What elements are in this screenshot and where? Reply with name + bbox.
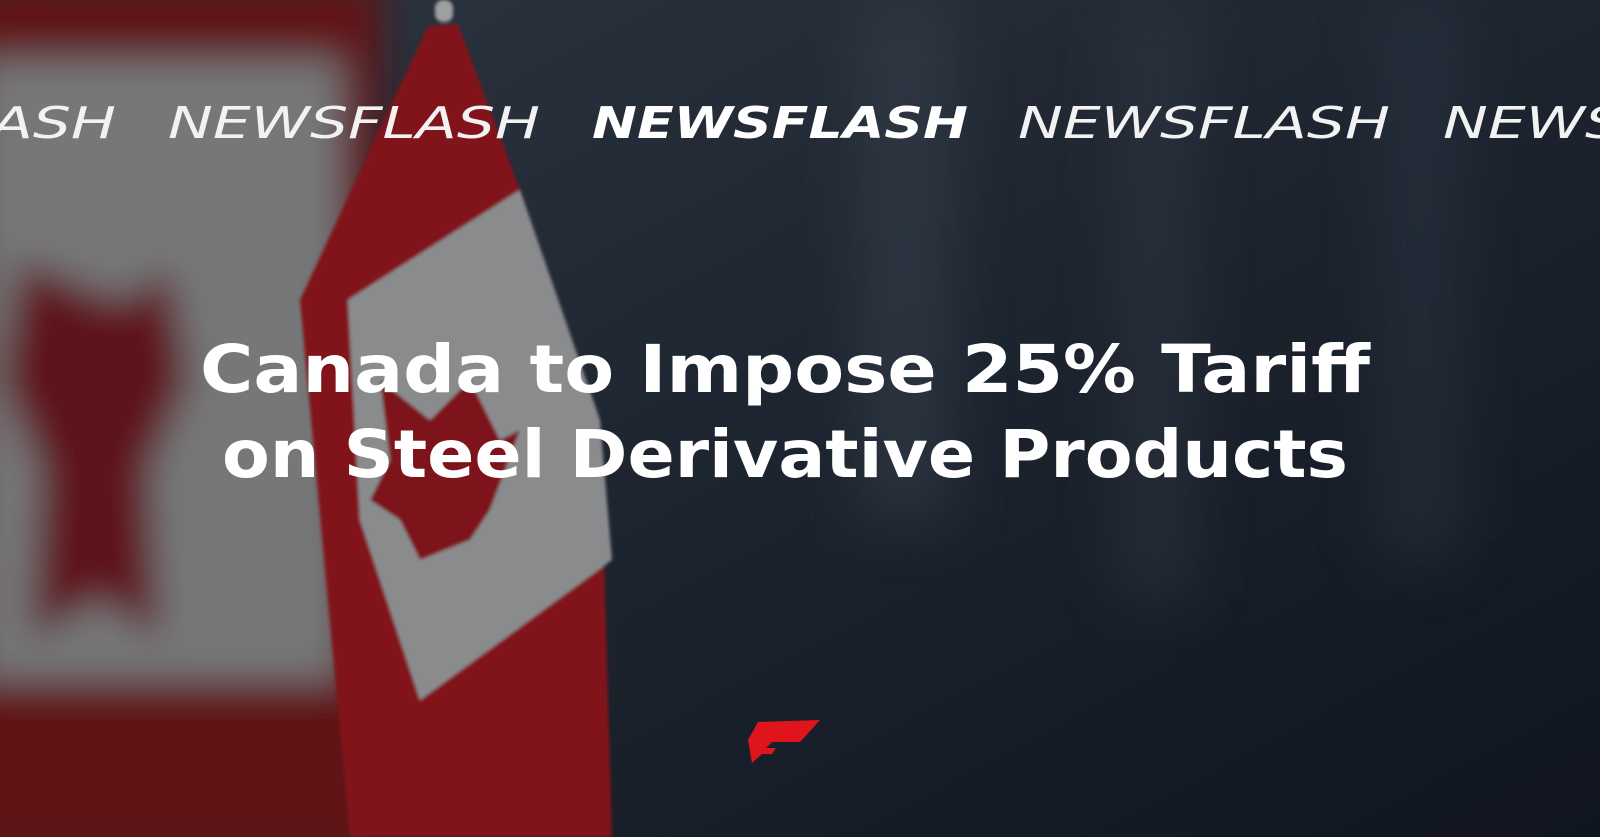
headline: Canada to Impose 25% Tariff on Steel Der…	[200, 331, 1372, 493]
logo	[748, 720, 820, 763]
ticker-word: NEWSFLASH	[168, 98, 540, 149]
ticker-word: NEWSFLASH	[0, 98, 116, 149]
blurred-flag	[0, 0, 380, 837]
headline-line: on Steel Derivative Products	[222, 416, 1348, 493]
ticker-word: NEWSFLASH	[1018, 98, 1390, 149]
background-blur	[860, 0, 1460, 600]
ticker-word: NEWSFLASH	[592, 98, 968, 149]
ticker-word: NEWSFLASH	[1443, 98, 1600, 149]
headline-line: Canada to Impose 25% Tariff	[200, 331, 1372, 408]
flag	[300, 0, 612, 837]
ticker: NEWSFLASH NEWSFLASH NEWSFLASH NEWSFLASH …	[0, 98, 1600, 149]
